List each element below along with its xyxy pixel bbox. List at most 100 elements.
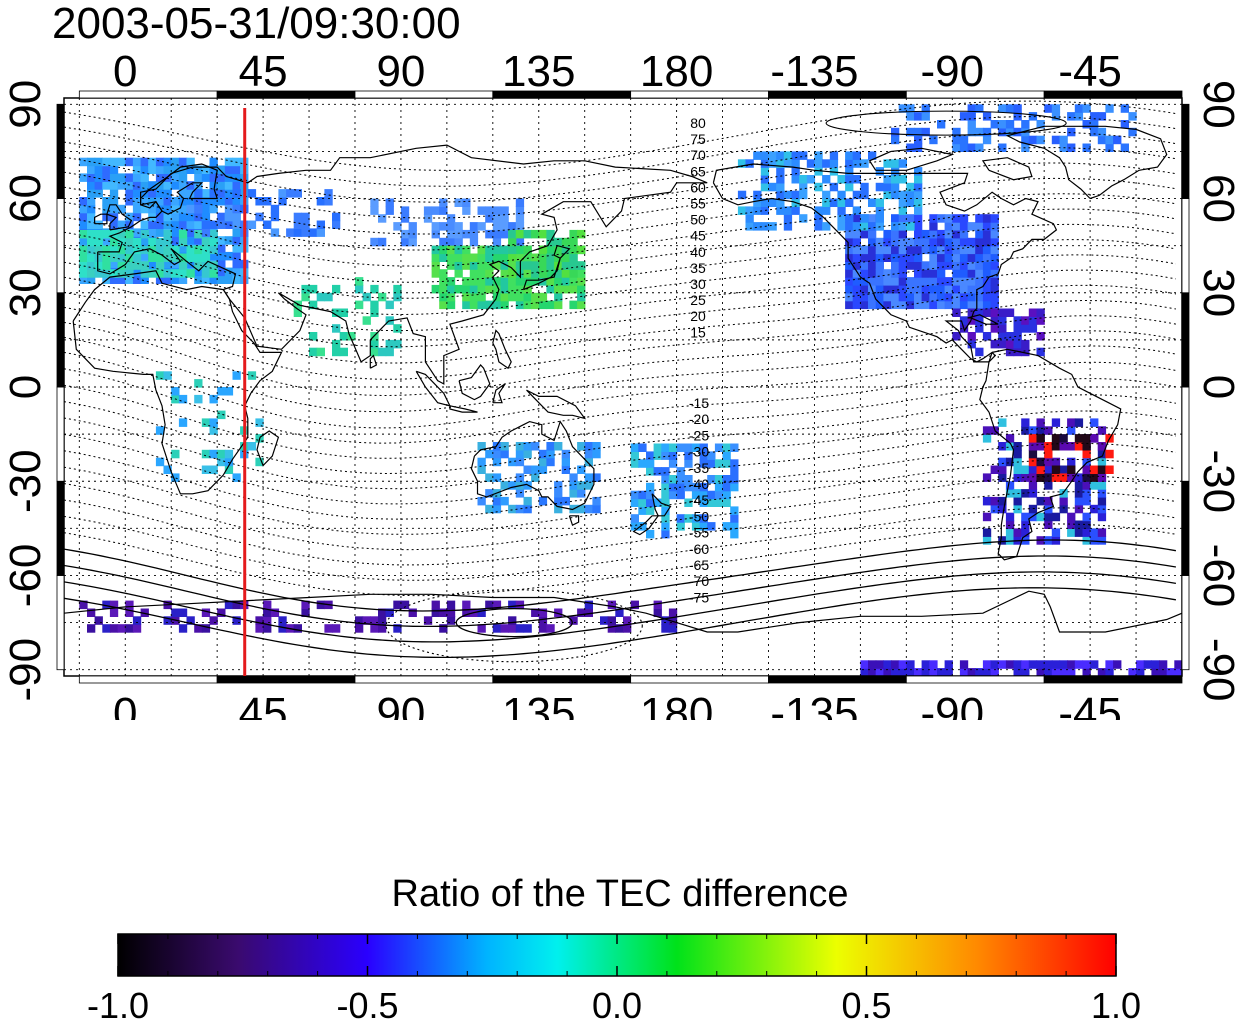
lon-tick-label-bottom: 0 xyxy=(113,689,137,720)
tec-cell xyxy=(714,475,724,484)
tec-cell xyxy=(661,490,670,500)
tec-cell xyxy=(554,442,563,451)
tec-cell xyxy=(1005,512,1015,522)
tec-cell xyxy=(194,220,203,229)
tec-cell xyxy=(125,173,134,182)
tec-cell xyxy=(477,442,486,451)
tec-cell xyxy=(531,292,540,302)
tec-cell xyxy=(998,536,1007,545)
tec-cell xyxy=(1059,442,1068,451)
contour-label: 40 xyxy=(690,244,706,260)
tec-cell xyxy=(990,284,999,294)
tec-cell xyxy=(998,120,1007,129)
tec-cell xyxy=(1028,426,1038,435)
tec-cell xyxy=(209,197,218,206)
tec-cell xyxy=(1082,512,1091,522)
tec-cell xyxy=(967,127,976,137)
tec-cell xyxy=(914,214,923,223)
tec-cell xyxy=(967,237,976,247)
tec-cell xyxy=(554,608,563,617)
axis-bar-segment xyxy=(768,675,907,684)
tec-cell xyxy=(209,394,218,404)
tec-cell xyxy=(852,261,861,270)
tec-cell xyxy=(155,371,165,380)
tec-cell xyxy=(1097,528,1107,537)
tec-cell xyxy=(209,204,218,214)
tec-cell xyxy=(852,300,861,310)
tec-cell xyxy=(914,253,923,262)
tec-cell xyxy=(860,269,869,278)
tec-cell xyxy=(584,608,593,617)
tec-cell xyxy=(615,608,624,617)
tec-cell xyxy=(944,237,953,247)
tec-cell xyxy=(546,277,555,286)
tec-cell xyxy=(1005,457,1015,467)
tec-cell xyxy=(1067,465,1076,474)
tec-cell xyxy=(492,245,502,255)
tec-cell xyxy=(232,600,241,610)
axis-bar-segment xyxy=(56,198,65,294)
lat-tick-label-left: -60 xyxy=(1,544,50,608)
tec-cell xyxy=(1074,112,1084,121)
tec-cell xyxy=(485,269,494,278)
coastline xyxy=(868,147,955,171)
tec-cell xyxy=(1051,465,1061,474)
contour-label: 20 xyxy=(690,308,706,324)
tec-cell xyxy=(646,459,655,468)
tec-cell xyxy=(538,245,548,255)
tec-cell xyxy=(699,514,708,523)
tec-cell xyxy=(1028,481,1038,490)
tec-cell xyxy=(967,284,976,294)
tec-cell xyxy=(125,197,134,206)
tec-cell xyxy=(492,496,502,506)
tec-cell xyxy=(753,222,762,231)
tec-cell xyxy=(875,284,884,294)
tec-cell xyxy=(347,332,356,341)
tec-cell xyxy=(952,269,961,278)
tec-cell xyxy=(1074,489,1084,498)
tec-cell xyxy=(577,608,586,617)
tec-cell xyxy=(868,222,877,231)
tec-cell xyxy=(1051,660,1061,669)
mlat-contour xyxy=(64,284,1176,364)
tec-cell xyxy=(561,245,570,255)
tec-cell xyxy=(209,245,218,255)
axis-bar-segment xyxy=(354,675,494,684)
tec-cell xyxy=(768,159,777,168)
tec-cell xyxy=(914,237,923,247)
tec-cell xyxy=(255,624,264,633)
axis-bars xyxy=(56,90,1190,684)
tec-cell xyxy=(140,261,149,270)
tec-cell xyxy=(546,245,555,255)
tec-cell xyxy=(462,284,471,294)
tec-cell xyxy=(1044,104,1053,113)
tec-cell xyxy=(1021,660,1030,669)
tec-cell xyxy=(515,237,525,247)
tec-cell xyxy=(998,660,1007,669)
lon-tick-label-bottom: 180 xyxy=(640,689,713,720)
tec-cell xyxy=(783,159,793,168)
tec-cell xyxy=(982,332,992,341)
tec-cell xyxy=(569,245,578,255)
tec-cell xyxy=(914,277,923,286)
tec-cell xyxy=(898,159,907,168)
tec-cell xyxy=(523,245,532,255)
tec-cell xyxy=(163,371,172,380)
tec-cell xyxy=(201,418,211,427)
tec-cell xyxy=(676,514,685,523)
tec-cell xyxy=(209,173,218,182)
axis-bar-segment xyxy=(492,675,632,684)
tec-cell xyxy=(577,245,586,255)
tec-cell xyxy=(737,206,747,215)
tec-cell xyxy=(891,190,900,200)
tec-cell xyxy=(875,198,884,207)
tec-cell xyxy=(1036,426,1045,435)
tec-cell xyxy=(623,624,632,633)
tec-cell xyxy=(324,189,333,198)
mlat-contour xyxy=(64,131,1176,203)
tec-cell xyxy=(79,236,88,245)
tec-cell xyxy=(224,197,234,206)
mlat-contour xyxy=(64,410,1176,490)
tec-cell xyxy=(730,482,739,492)
mlat-contour xyxy=(64,330,1176,413)
